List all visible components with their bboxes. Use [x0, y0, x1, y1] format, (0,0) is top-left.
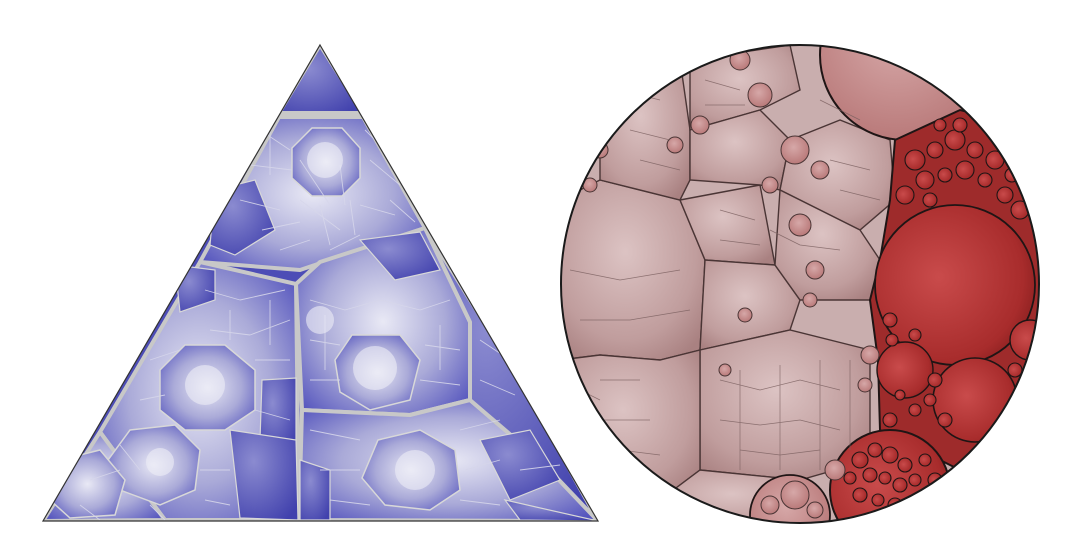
- dark-cell: [299, 459, 331, 521]
- circle-treemap: [561, 45, 1039, 523]
- triangle-treemap: [43, 45, 598, 521]
- circle-outline: [560, 44, 1040, 524]
- mauve-cluster: [749, 474, 831, 523]
- triangle-fine-cells: [79, 129, 561, 521]
- pale-region: [699, 259, 801, 351]
- red-cell: [876, 341, 934, 399]
- dark-cell: [229, 429, 299, 521]
- region-apex: [277, 45, 365, 115]
- triangle-highlights: [146, 142, 435, 490]
- red-cell: [1009, 319, 1039, 361]
- pale-region: [689, 45, 801, 131]
- triangle-dark-cells: [174, 179, 598, 521]
- dark-cell: [358, 231, 441, 281]
- circle-small-pale-cells: [582, 49, 880, 519]
- pale-region: [561, 349, 701, 501]
- pale-region: [599, 59, 691, 201]
- red-cell: [932, 357, 1018, 443]
- dark-cell: [479, 429, 561, 501]
- circle-red-region: [868, 108, 1039, 472]
- triangle-outline: [41, 43, 600, 522]
